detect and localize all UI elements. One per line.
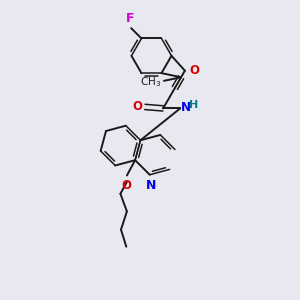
Text: N: N [146,178,156,192]
Text: H: H [189,100,198,110]
Text: O: O [133,100,142,113]
Text: O: O [121,179,131,192]
Text: F: F [125,12,134,25]
Text: N: N [181,101,191,114]
Text: O: O [189,64,199,77]
Text: CH$_3$: CH$_3$ [140,75,162,89]
